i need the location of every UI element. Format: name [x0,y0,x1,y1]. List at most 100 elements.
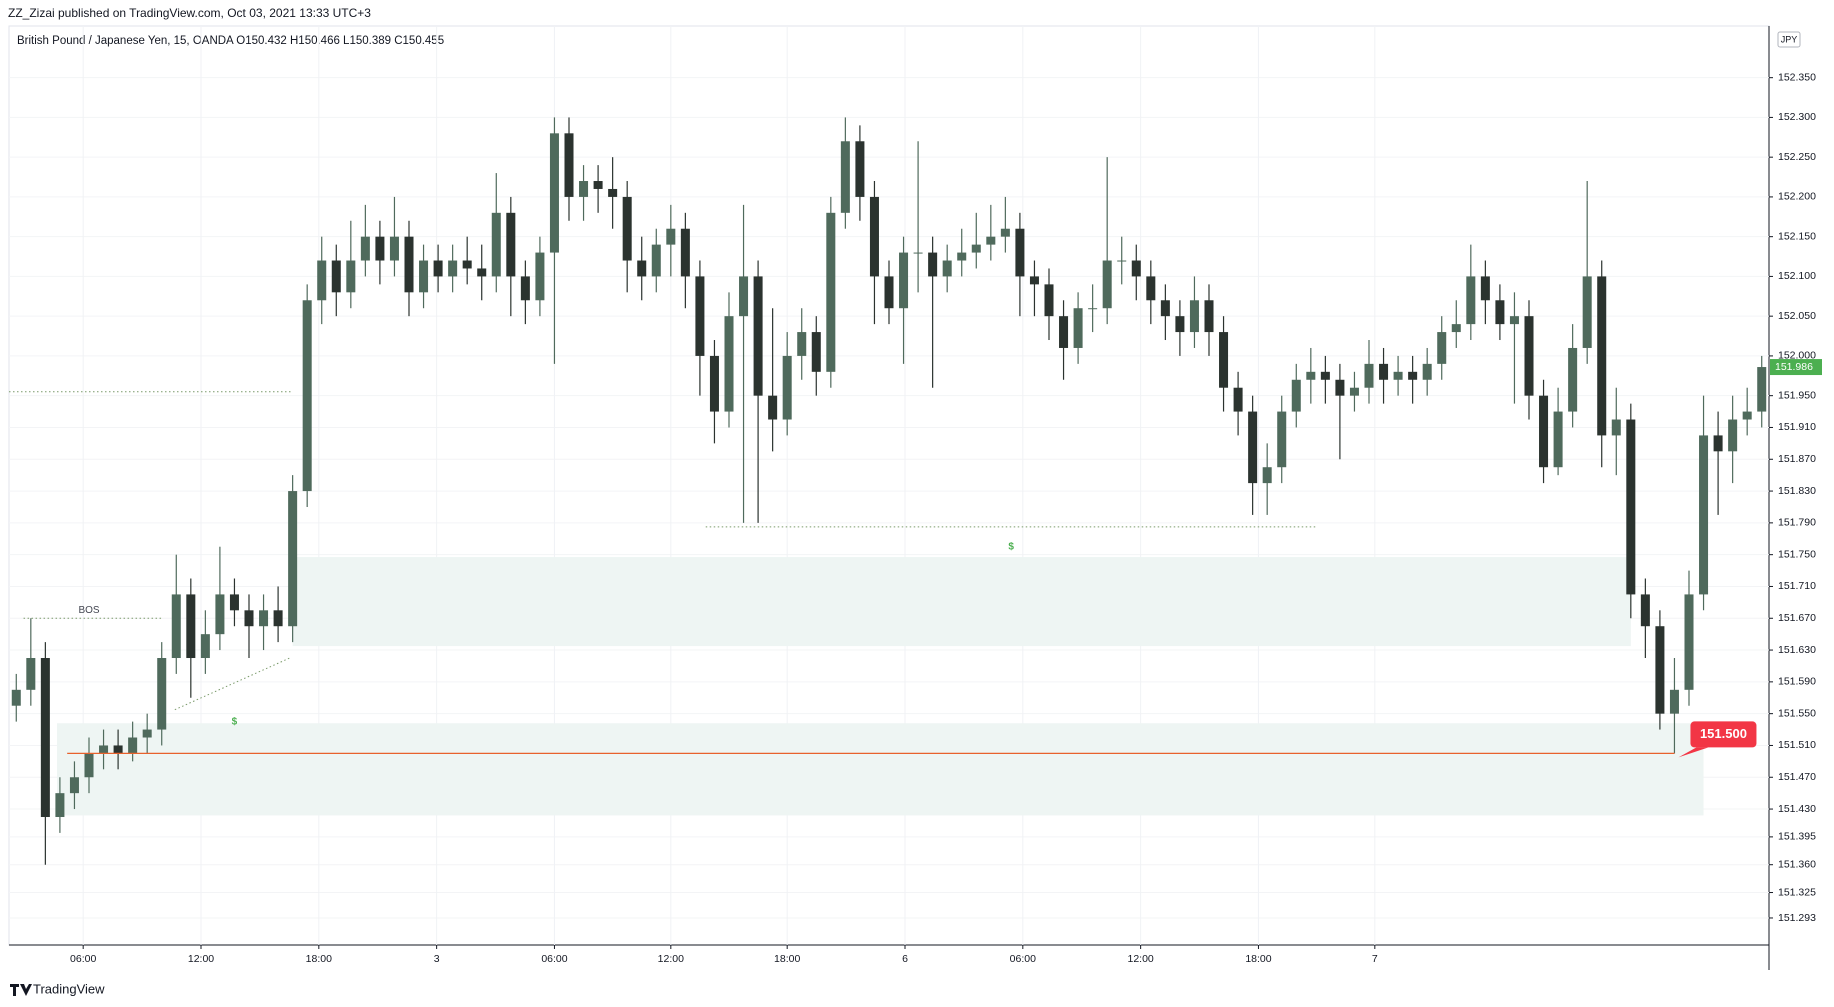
candle-body [1597,276,1607,436]
candle-body [1539,395,1549,468]
candle-body [1408,371,1418,380]
candle-body [1059,316,1069,348]
candle-body [331,260,341,293]
candle-body [840,141,850,213]
x-tick-label: 3 [434,953,440,965]
candle-body [1655,626,1665,714]
candle-body [957,252,967,261]
candle-body [375,236,385,261]
candle-body [811,332,821,372]
candle-body [1175,316,1185,333]
candle-body [1262,467,1272,484]
candle-body [1451,324,1461,333]
annotation: BOS [78,605,99,616]
level-callout [1690,721,1757,748]
candle-body [26,658,36,690]
candle-body [171,594,181,659]
candle-body [593,181,603,189]
candle-body [259,610,269,627]
candle-body [1233,387,1243,412]
y-tick-label: 151.510 [1778,739,1816,751]
candle-body [1684,594,1694,690]
candle-body [69,777,79,794]
y-tick-label: 151.550 [1778,707,1816,719]
candle-body [1029,276,1039,285]
candle-body [986,236,996,245]
candle-body [1568,347,1578,412]
candle-body [1015,228,1025,277]
y-tick-label: 152.300 [1778,111,1816,123]
demand-zone [57,723,1704,816]
candle-body [1553,411,1563,468]
trendline [174,657,290,711]
candle-body [404,236,414,293]
candle-body [1422,363,1432,380]
candle-body [724,316,734,412]
candle-body [1320,371,1330,380]
level-callout-label: 151.500 [1700,726,1747,741]
candle-body [360,236,370,261]
y-tick-label: 151.630 [1778,644,1816,656]
candle-body [40,658,50,818]
candle-body [244,610,254,627]
y-tick-label: 152.350 [1778,71,1816,83]
candle-body [1291,379,1301,412]
candle-body [579,181,589,197]
candle-body [753,276,763,396]
candle-body [1073,308,1083,348]
symbol-legend: British Pound / Japanese Yen, 15, OANDA … [17,35,444,47]
x-tick-label: 06:00 [1010,953,1036,965]
y-tick-label: 152.200 [1778,191,1816,203]
y-tick-label: 151.670 [1778,612,1816,624]
candle-body [869,196,879,277]
candle-body [11,689,21,706]
candle-body [55,793,65,818]
annotation: $ [1008,541,1014,552]
y-tick-label: 152.150 [1778,230,1816,242]
candle-body [302,300,312,492]
y-tick-label: 152.050 [1778,310,1816,322]
candle-body [1669,689,1679,714]
currency-label: JPY [1781,34,1798,44]
x-tick-label: 18:00 [306,953,332,965]
y-tick-label: 151.360 [1778,858,1816,870]
candle-body [1437,332,1447,364]
candle-body [84,753,94,778]
candle-body [477,268,487,277]
candle-body [1699,435,1709,595]
x-tick-label: 12:00 [1127,953,1153,965]
candle-body [491,212,501,277]
y-tick-label: 151.950 [1778,389,1816,401]
candle-body [884,276,894,309]
candle-body [1160,300,1170,317]
x-tick-label: 12:00 [188,953,214,965]
x-tick-label: 06:00 [541,953,567,965]
candle-body [695,276,705,356]
candle-body [1582,276,1592,348]
candle-body [142,729,152,738]
candles [11,117,1767,865]
y-tick-label: 151.870 [1778,453,1816,465]
candle-body [1131,260,1141,277]
candle-body [1509,316,1519,325]
candle-body [506,212,516,277]
footer-logo [10,984,32,996]
last-price-box [1770,359,1822,376]
candle-body [608,188,618,197]
y-tick-label: 151.293 [1778,912,1816,924]
candle-body [1219,332,1229,388]
candle-body [1466,276,1476,325]
candle-body [1393,371,1403,380]
publisher-header: ZZ_Zizai published on TradingView.com, O… [8,6,371,20]
candle-body [1146,276,1156,301]
y-tick-label: 152.000 [1778,350,1816,362]
candle-body [1204,300,1214,333]
candle-body [680,228,690,277]
y-tick-label: 151.910 [1778,421,1816,433]
candle-body [1713,435,1723,452]
x-tick-label: 18:00 [774,953,800,965]
logo-mark [10,984,32,996]
y-tick-label: 151.750 [1778,548,1816,560]
